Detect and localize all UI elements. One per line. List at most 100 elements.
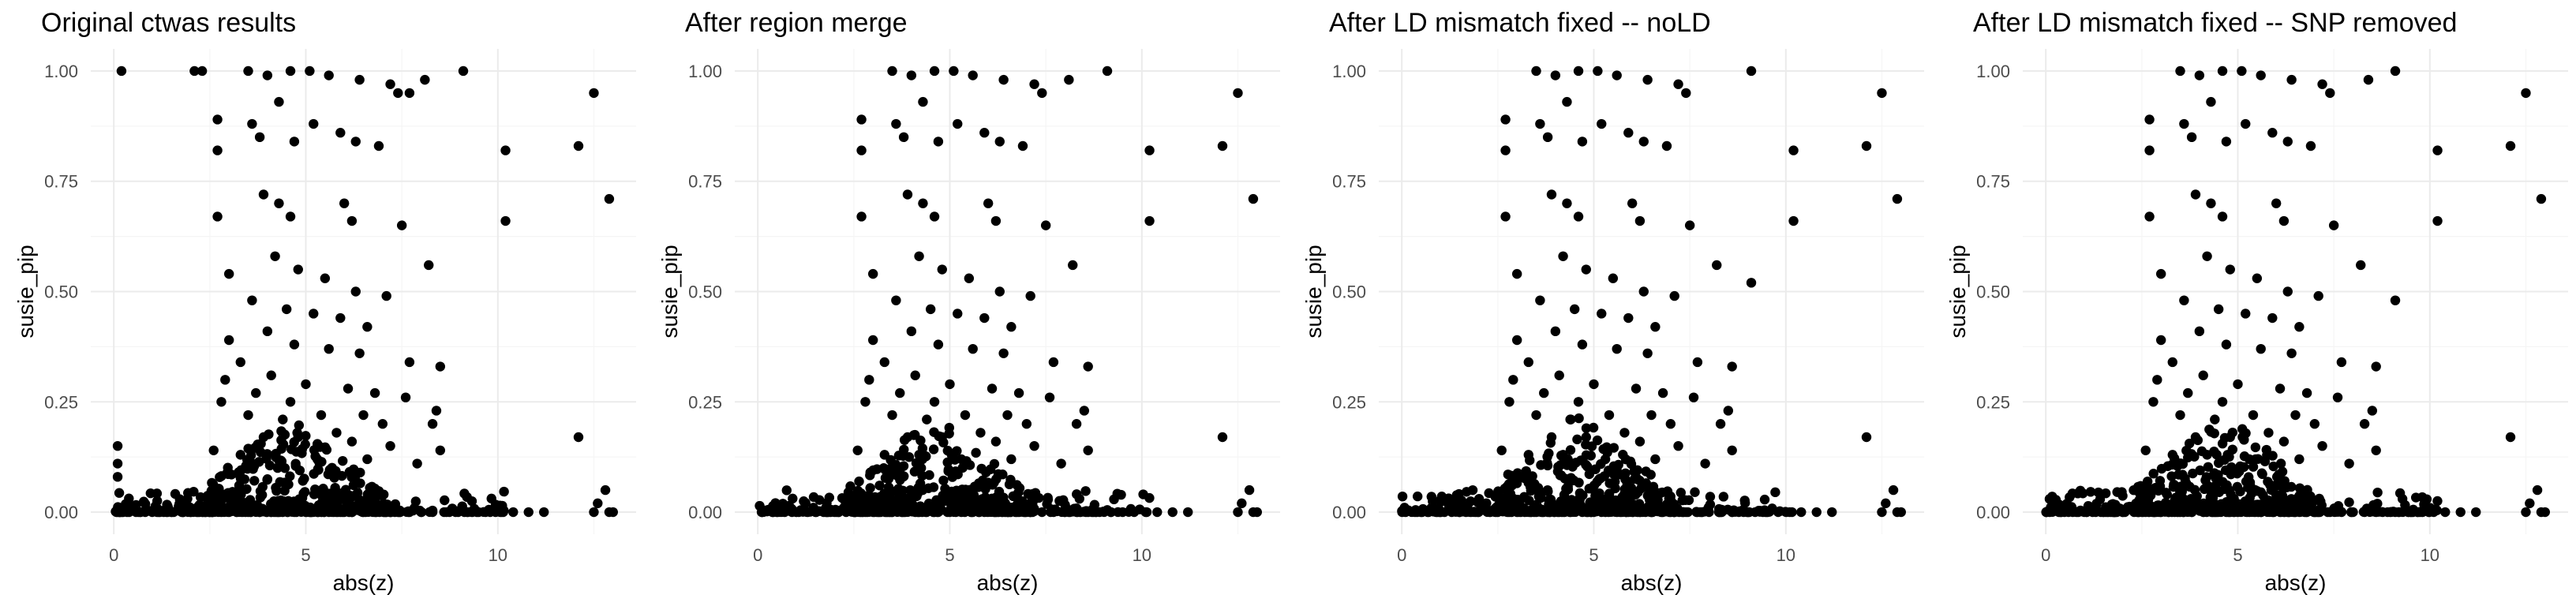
scatter-point [309,118,319,129]
scatter-point [1083,445,1093,455]
scatter-point [1788,215,1799,226]
scatter-point [1252,507,1263,518]
scatter-point [251,387,261,398]
scatter-point [262,70,273,80]
scatter-point [914,251,924,261]
scatter-point [2226,498,2237,509]
scatter-point [1006,322,1017,332]
scatter-point [2440,507,2451,518]
scatter-point [2386,507,2396,518]
scatter-point [2336,357,2347,368]
scatter-point [192,507,202,518]
x-tick-label: 10 [489,545,507,565]
scatter-point [1634,499,1645,509]
scatter-point [933,137,944,147]
scatter-point [949,65,959,77]
scatter-point [1746,65,1757,77]
scatter-point [296,507,306,517]
scatter-point [1684,220,1695,230]
scatter-point [1481,498,1492,509]
y-tick-label: 0.25 [688,392,722,412]
scatter-point [938,496,949,507]
y-tick-label: 0.25 [1332,392,1366,412]
scatter-point [2432,145,2443,155]
scatter-point [2221,339,2232,350]
scatter-point [1657,487,1668,498]
scatter-point [1244,484,1255,496]
scatter-point [124,493,134,503]
scatter-point [2164,506,2174,516]
scatter-point [211,484,221,494]
scatter-point [1681,88,1691,99]
scatter-point [1569,304,1580,315]
scatter-point [2256,70,2266,80]
scatter-point [1588,422,1599,433]
x-axis-title: abs(z) [333,570,395,595]
scatter-point [2091,499,2102,509]
scatter-point [589,507,599,518]
scatter-point [1469,507,1480,517]
scatter-point [2148,468,2159,479]
scatter-point [1552,507,1563,518]
scatter-point [1642,348,1653,358]
scatter-point [886,503,897,514]
scatter-point [1692,357,1703,368]
scatter-point [2261,444,2272,455]
scatter-point [1573,65,1584,77]
scatter-point [1623,128,1634,138]
scatter-point [2256,343,2266,354]
scatter-point [1574,477,1584,488]
scatter-point [2371,445,2381,455]
scatter-point [2248,410,2259,421]
scatter-point [918,96,928,107]
scatter-point [235,450,245,460]
scatter-point [377,419,388,429]
scatter-point [2286,481,2297,492]
y-axis-title: susie_pip [657,245,682,338]
scatter-point [1727,445,1737,455]
scatter-point [1099,506,1109,517]
scatter-point [1531,65,1541,77]
scatter-point [293,264,303,275]
scatter-point [1673,79,1683,89]
scatter-point [2218,477,2228,487]
scatter-point [937,264,947,275]
scatter-point [1473,494,1485,504]
scatter-point [2358,507,2369,517]
scatter-point [925,304,936,315]
scatter-point [1759,494,1770,505]
scatter-point [983,507,994,518]
scatter-point [1072,489,1082,499]
scatter-point [2241,118,2251,129]
scatter-point [1590,464,1601,474]
scatter-point [500,145,511,155]
scatter-point [2155,268,2166,279]
scatter-point [271,482,281,493]
scatter-point [396,220,407,230]
scatter-point [279,429,290,440]
scatter-point [298,488,309,499]
scatter-point [2294,454,2305,465]
scatter-point [238,497,249,508]
scatter-point [1004,479,1015,490]
scatter-point [2206,198,2216,208]
scatter-point [956,506,966,516]
x-tick-label: 0 [753,545,762,565]
scatter-point [2359,419,2370,429]
scatter-point [1048,357,1059,368]
scatter-point [1535,295,1545,305]
scatter-point [2309,419,2320,429]
scatter-point [2194,70,2205,80]
scatter-point [1619,428,1630,438]
scatter-point [212,145,223,155]
scatter-point [2267,481,2278,492]
scatter-point [917,443,928,454]
scatter-point [140,499,151,509]
scatter-point [1526,507,1536,518]
scatter-point [2241,309,2251,319]
scatter-point [2421,494,2432,504]
scatter-point [1697,507,1707,518]
scatter-point [1025,290,1035,301]
scatter-point [2415,507,2425,517]
scatter-point [1586,451,1596,461]
